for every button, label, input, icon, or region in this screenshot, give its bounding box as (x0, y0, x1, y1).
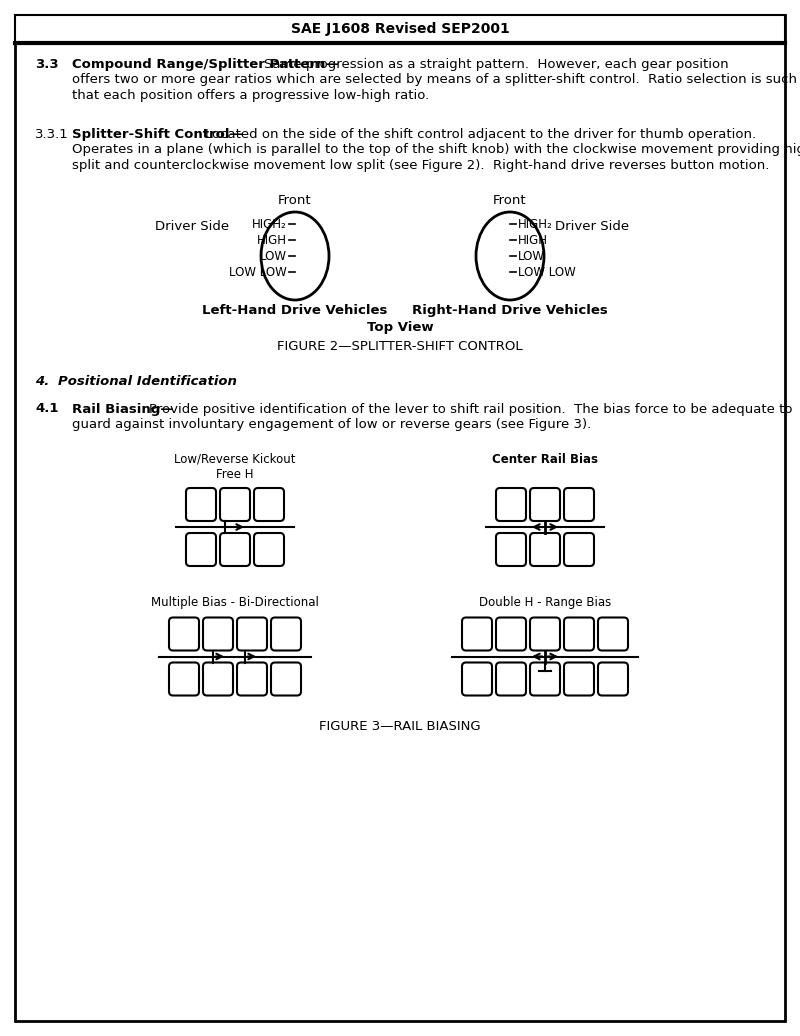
Bar (15, 15, 785, 44)
Text: that each position offers a progressive low-high ratio.: that each position offers a progressive … (72, 89, 430, 102)
Text: Splitter-Shift Control—: Splitter-Shift Control— (72, 128, 243, 141)
Text: Double H - Range Bias: Double H - Range Bias (479, 596, 611, 609)
Text: LOW LOW: LOW LOW (518, 265, 576, 279)
Text: Located on the side of the shift control adjacent to the driver for thumb operat: Located on the side of the shift control… (206, 128, 757, 141)
Text: HIGH: HIGH (518, 233, 548, 247)
Text: Top View: Top View (366, 321, 434, 335)
Text: Center Rail Bias: Center Rail Bias (492, 453, 598, 466)
Text: Front: Front (493, 194, 527, 207)
Text: Left-Hand Drive Vehicles: Left-Hand Drive Vehicles (202, 304, 388, 317)
Text: 3.3.1: 3.3.1 (35, 128, 69, 141)
Text: offers two or more gear ratios which are selected by means of a splitter-shift c: offers two or more gear ratios which are… (72, 74, 797, 86)
Text: Rail Biasing—: Rail Biasing— (72, 403, 174, 415)
Text: FIGURE 3—RAIL BIASING: FIGURE 3—RAIL BIASING (319, 720, 481, 733)
Text: Front: Front (278, 194, 312, 207)
Text: 4.1: 4.1 (35, 403, 58, 415)
Text: LOW: LOW (260, 250, 287, 262)
Text: Low/Reverse Kickout
Free H: Low/Reverse Kickout Free H (174, 453, 296, 481)
Text: Positional Identification: Positional Identification (58, 375, 237, 388)
Text: Compound Range/Splitter Pattern—: Compound Range/Splitter Pattern— (72, 58, 338, 71)
Text: 3.3: 3.3 (35, 58, 58, 71)
Text: Driver Side: Driver Side (555, 220, 629, 233)
Text: HIGH: HIGH (257, 233, 287, 247)
Text: Provide positive identification of the lever to shift rail position.  The bias f: Provide positive identification of the l… (149, 403, 792, 415)
Text: HIGH₂: HIGH₂ (252, 218, 287, 230)
Text: SAE J1608 Revised SEP2001: SAE J1608 Revised SEP2001 (290, 22, 510, 36)
Text: 4.: 4. (35, 375, 50, 388)
Text: Right-Hand Drive Vehicles: Right-Hand Drive Vehicles (412, 304, 608, 317)
Text: HIGH₂: HIGH₂ (518, 218, 553, 230)
Text: FIGURE 2—SPLITTER-SHIFT CONTROL: FIGURE 2—SPLITTER-SHIFT CONTROL (277, 340, 523, 352)
Text: LOW: LOW (518, 250, 545, 262)
Text: Driver Side: Driver Side (155, 220, 229, 233)
Text: Operates in a plane (which is parallel to the top of the shift knob) with the cl: Operates in a plane (which is parallel t… (72, 144, 800, 156)
Text: Multiple Bias - Bi-Directional: Multiple Bias - Bi-Directional (151, 596, 319, 609)
Text: guard against involuntary engagement of low or reverse gears (see Figure 3).: guard against involuntary engagement of … (72, 418, 591, 431)
Text: Same progression as a straight pattern.  However, each gear position: Same progression as a straight pattern. … (264, 58, 729, 71)
Text: split and counterclockwise movement low split (see Figure 2).  Right-hand drive : split and counterclockwise movement low … (72, 159, 770, 172)
Text: LOW LOW: LOW LOW (230, 265, 287, 279)
